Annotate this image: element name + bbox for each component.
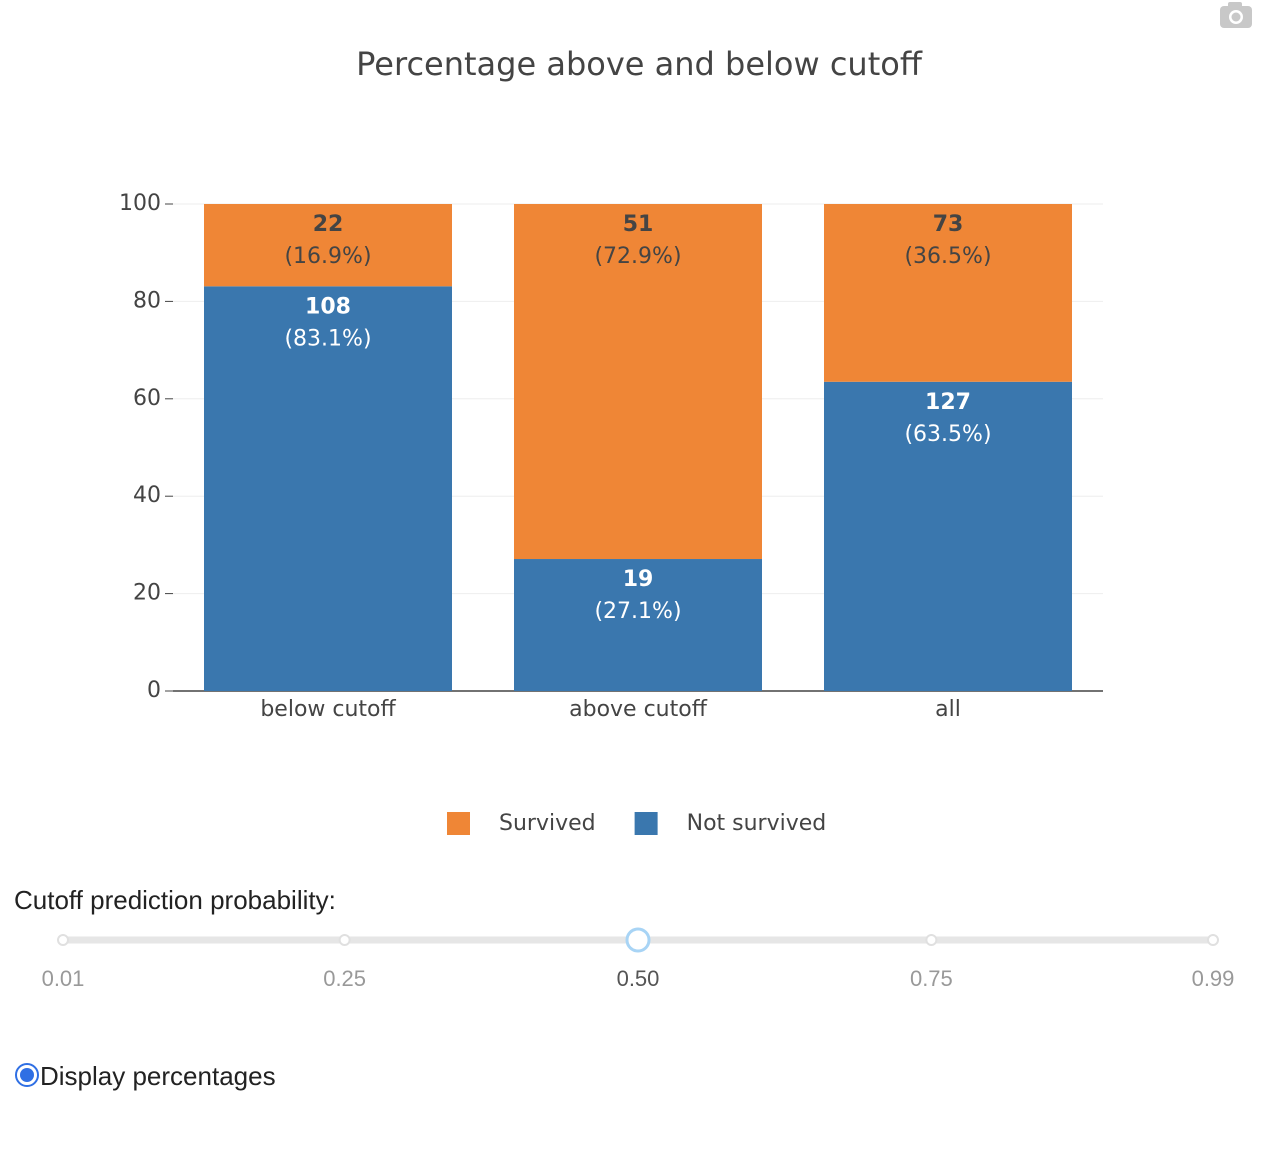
bar-segment [514, 559, 762, 691]
slider-mark-label: 0.75 [910, 966, 953, 991]
slider-dot [925, 934, 938, 946]
slider-mark-label: 0.01 [42, 966, 85, 991]
value-label: (72.9%) [594, 244, 681, 269]
value-label: (63.5%) [904, 422, 991, 447]
count-label: 51 [623, 212, 654, 237]
x-tick-label: above cutoff [569, 697, 708, 722]
y-tick-label: 20 [133, 581, 161, 606]
legend-label[interactable]: Not survived [687, 811, 827, 836]
toggle-label[interactable]: Display percentages [40, 1061, 276, 1091]
slider-mark-label: 0.50 [617, 966, 660, 991]
count-label: 73 [933, 212, 964, 237]
slider-handle[interactable] [625, 927, 651, 953]
y-tick-label: 80 [133, 288, 161, 313]
y-tick-label: 100 [119, 191, 161, 216]
y-tick-label: 0 [147, 678, 161, 703]
legend-label[interactable]: Survived [499, 811, 596, 836]
legend-swatch[interactable] [447, 812, 470, 835]
x-tick-label: all [935, 697, 961, 722]
slider-dot [57, 934, 69, 946]
bar-segment [514, 204, 762, 560]
count-label: 108 [305, 294, 351, 319]
radio-dot [20, 1068, 34, 1082]
slider-dot [338, 934, 351, 946]
x-tick-label: below cutoff [260, 697, 396, 722]
slider-label: Cutoff prediction probability: [14, 885, 336, 915]
y-tick-label: 40 [133, 483, 161, 508]
value-label: (16.9%) [284, 244, 371, 269]
count-label: 127 [925, 390, 971, 415]
chart-title: Percentage above and below cutoff [356, 45, 923, 83]
bar-segment [824, 381, 1072, 691]
value-label: (27.1%) [594, 599, 681, 624]
slider-mark-label: 0.25 [323, 966, 366, 991]
value-label: (83.1%) [284, 326, 371, 351]
count-label: 22 [313, 212, 344, 237]
bar-segment [824, 204, 1072, 382]
legend-swatch[interactable] [634, 812, 658, 835]
slider-mark-label: 0.99 [1192, 966, 1235, 991]
slider-dot [1207, 934, 1219, 946]
bar-segment [204, 204, 452, 287]
y-tick-label: 60 [133, 386, 161, 411]
camera-icon[interactable] [1220, 2, 1252, 28]
value-label: (36.5%) [904, 244, 991, 269]
count-label: 19 [623, 567, 654, 592]
bar-segment [204, 286, 452, 691]
